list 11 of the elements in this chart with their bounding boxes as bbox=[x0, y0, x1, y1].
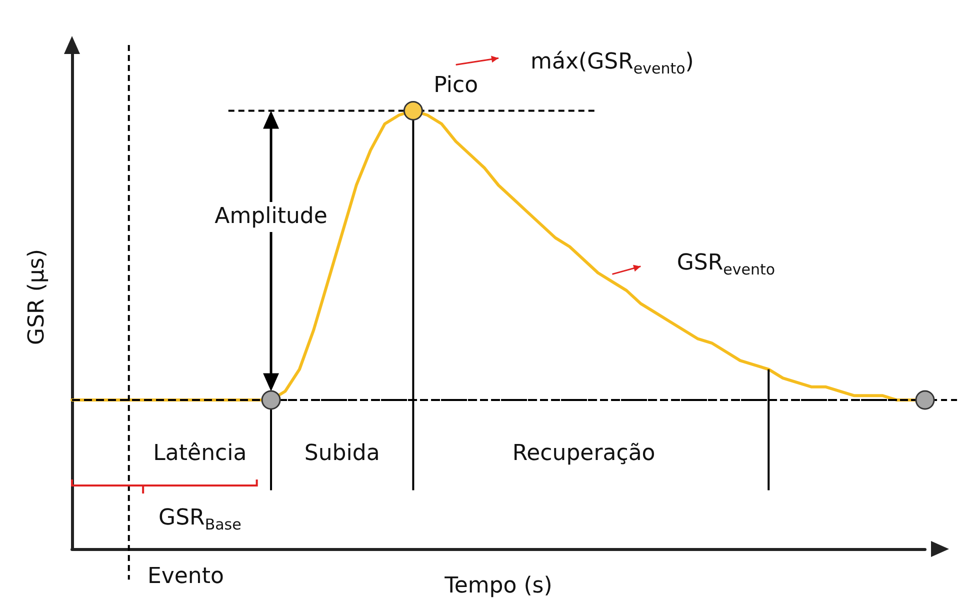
annotation: GSR$_{Base}$ bbox=[158, 504, 242, 534]
text: Pico bbox=[434, 73, 478, 98]
text: máx(GSR$_{evento}$) bbox=[530, 49, 694, 78]
annotation: Subida bbox=[304, 440, 380, 466]
text: Evento bbox=[147, 564, 224, 589]
annotation: Recuperação bbox=[512, 440, 656, 466]
y-axis-title: GSR (µs) bbox=[24, 249, 50, 345]
annotation: Latência bbox=[153, 440, 247, 466]
x-axis-title: Tempo (s) bbox=[444, 574, 552, 598]
annotation: GSR$_{evento}$ bbox=[676, 250, 776, 280]
annotation: Amplitude bbox=[214, 202, 328, 232]
